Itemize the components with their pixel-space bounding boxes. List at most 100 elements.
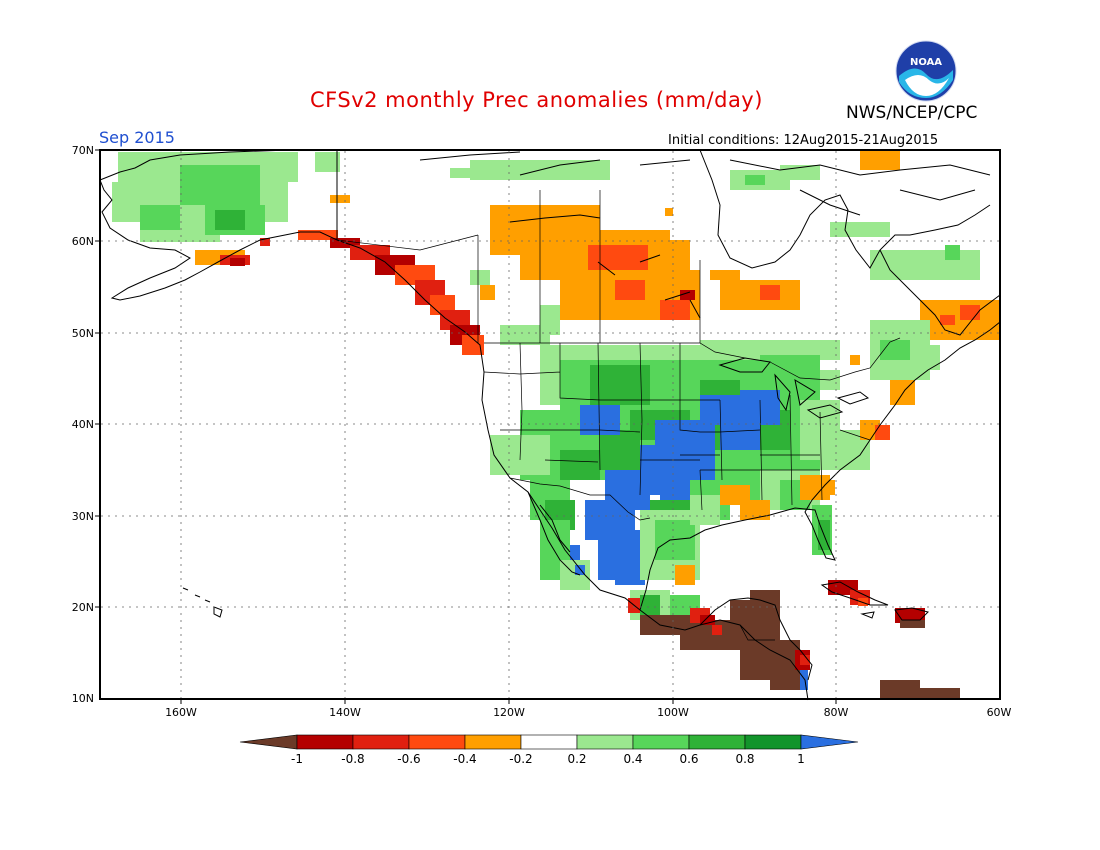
- anomaly-cell: [560, 450, 600, 480]
- anomaly-cell: [675, 565, 695, 585]
- anomaly-cell: [540, 305, 560, 335]
- anomaly-cell: [900, 620, 925, 628]
- gulf-coast: [639, 321, 1001, 611]
- lon-label: 60W: [987, 706, 1012, 719]
- mexico-guatemala-border: [739, 624, 775, 641]
- anomaly-cell: [665, 208, 673, 216]
- colorbar-arrow-right: [800, 734, 859, 750]
- anomaly-cell: [700, 615, 715, 625]
- anomaly-cell: [480, 285, 495, 300]
- anomaly-cell: [575, 565, 585, 575]
- anomaly-cell: [180, 165, 260, 205]
- lon-axis: 160W 140W 120W 100W 80W 60W: [165, 706, 1011, 719]
- anomaly-cell: [910, 345, 940, 370]
- anomaly-cell: [712, 625, 722, 635]
- hawaii: [182, 587, 223, 618]
- colorbar-label: -1: [291, 752, 303, 766]
- anomaly-cell: [858, 598, 868, 606]
- colorbar-segment: [744, 734, 802, 750]
- us-states: [483, 342, 871, 511]
- anomaly-cell: [462, 335, 484, 355]
- yucatan-coast: [699, 597, 813, 681]
- lon-label: 140W: [329, 706, 361, 719]
- lat-label: 30N: [72, 510, 94, 523]
- anomaly-cell: [315, 152, 340, 172]
- lon-label: 160W: [165, 706, 197, 719]
- anomaly-cell: [140, 205, 180, 230]
- coastlines: [99, 149, 1001, 701]
- cuba: [820, 581, 889, 606]
- colorbar-label: -0.6: [397, 752, 420, 766]
- colorbar-label: 0.4: [623, 752, 642, 766]
- forecast-month: Sep 2015: [99, 128, 175, 147]
- hispaniola: [894, 607, 929, 621]
- anomaly-cell: [690, 495, 720, 525]
- lat-label: 40N: [72, 418, 94, 431]
- anomaly-cell: [570, 545, 580, 560]
- colorbar-label: -0.4: [453, 752, 476, 766]
- colorbar-arrow-left: [239, 734, 298, 750]
- anomaly-cell: [640, 595, 660, 615]
- anomaly-cell: [745, 175, 765, 185]
- lat-label: 70N: [72, 144, 94, 157]
- hudson-bay: [699, 149, 991, 269]
- lat-label: 60N: [72, 235, 94, 248]
- anomaly-cells: [112, 150, 1000, 698]
- lat-label: 50N: [72, 327, 94, 340]
- anomaly-cell: [895, 608, 925, 623]
- anomaly-cell: [710, 270, 740, 280]
- borders: [336, 190, 901, 641]
- anomaly-cell: [260, 238, 270, 246]
- anomaly-cell: [588, 245, 648, 270]
- us-mexico-border: [509, 477, 651, 521]
- colorbar-segment: [296, 734, 354, 750]
- anomaly-cell: [590, 365, 650, 405]
- anomaly-cell: [880, 680, 920, 698]
- anomaly-cell: [860, 150, 900, 170]
- anomaly-cell: [660, 300, 690, 320]
- axis-ticks: [95, 149, 837, 704]
- anomaly-cell: [798, 670, 808, 690]
- anomaly-cell: [615, 280, 645, 300]
- anomaly-cell: [945, 245, 960, 260]
- agency-label: NWS/NCEP/CPC: [846, 103, 978, 123]
- lon-label: 80W: [824, 706, 849, 719]
- anomaly-cell: [500, 325, 550, 345]
- anomaly-cell: [450, 168, 490, 178]
- colorbar-segment: [408, 734, 466, 750]
- colorbar-segment: [520, 734, 578, 750]
- great-lakes: [718, 357, 870, 419]
- labrador-coast: [879, 249, 1001, 336]
- colorbar-segment: [464, 734, 522, 750]
- colorbar-segment: [352, 734, 410, 750]
- baja-coast: [527, 491, 581, 576]
- anomaly-cell: [330, 195, 350, 203]
- colorbar-label: 0.2: [567, 752, 586, 766]
- anomaly-cell: [850, 355, 860, 365]
- anomaly-cell: [880, 340, 910, 360]
- noaa-logo-icon: NOAA: [895, 40, 957, 102]
- colorbar-label: -0.2: [509, 752, 532, 766]
- lat-label: 10N: [72, 692, 94, 705]
- canada-provinces: [336, 190, 701, 343]
- lat-label: 20N: [72, 601, 94, 614]
- colorbar: -1 -0.8 -0.6 -0.4 -0.2 0.2 0.4 0.6 0.8 1: [239, 734, 859, 766]
- anomaly-cell: [215, 210, 245, 230]
- colorbar-segment: [632, 734, 690, 750]
- lat-axis: 70N 60N 50N 40N 30N 20N 10N: [72, 144, 94, 705]
- alaska-coast: [99, 149, 338, 301]
- anomaly-cell: [660, 470, 690, 500]
- grid-lines: [101, 151, 999, 698]
- anomaly-cell: [470, 270, 490, 285]
- anomaly-cell: [870, 250, 980, 280]
- colorbar-label: -0.8: [341, 752, 364, 766]
- logo-text: NOAA: [910, 57, 942, 68]
- canada-lakes: [509, 214, 701, 319]
- colorbar-label: 0.8: [735, 752, 754, 766]
- anomaly-cell: [920, 688, 960, 698]
- anomaly-cell: [760, 285, 780, 300]
- anomaly-cell: [680, 290, 695, 300]
- map-title: CFSv2 monthly Prec anomalies (mm/day): [310, 88, 763, 112]
- colorbar-label: 0.6: [679, 752, 698, 766]
